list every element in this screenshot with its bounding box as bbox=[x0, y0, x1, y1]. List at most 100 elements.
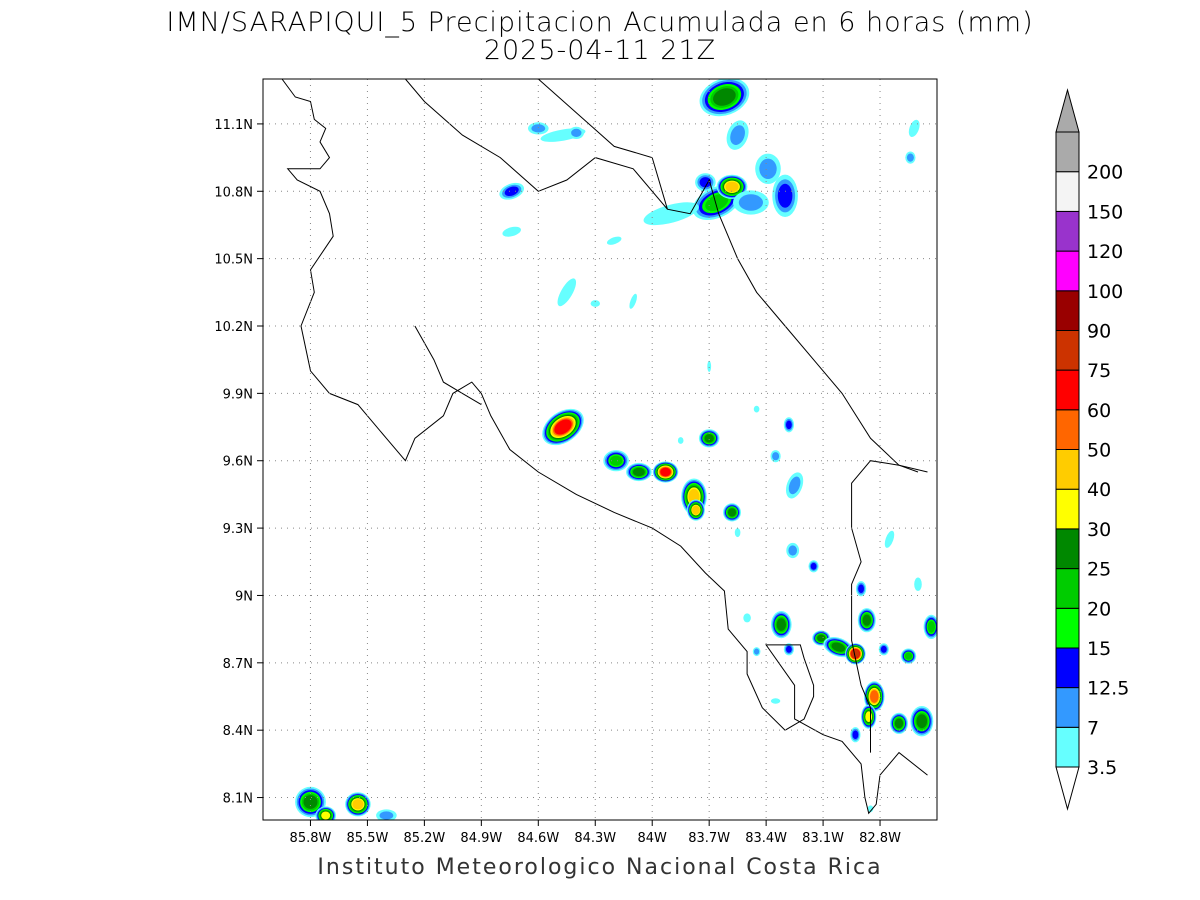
precip-cell bbox=[557, 278, 577, 307]
precip-contour-3.5 bbox=[867, 805, 874, 813]
lat-tick-label: 8.1N bbox=[223, 792, 253, 807]
precip-contour-3.5 bbox=[770, 698, 781, 704]
precip-contour-7 bbox=[788, 545, 797, 556]
precip-cell bbox=[643, 202, 699, 226]
precip-contour-30 bbox=[865, 711, 873, 723]
precip-contour-25 bbox=[727, 508, 737, 517]
legend-swatch-12.5 bbox=[1055, 647, 1080, 689]
legend-label: 50 bbox=[1087, 440, 1111, 462]
legend-label: 15 bbox=[1087, 638, 1111, 660]
precip-cell bbox=[726, 120, 749, 150]
precip-contour-75 bbox=[851, 649, 860, 659]
precip-contour-3.5 bbox=[629, 293, 637, 309]
legend-label: 150 bbox=[1087, 201, 1123, 223]
precip-cell bbox=[499, 182, 525, 200]
grid-layer bbox=[263, 79, 937, 820]
precip-contour-3.5 bbox=[743, 613, 751, 623]
precip-cell bbox=[808, 560, 819, 573]
precip-cell bbox=[772, 174, 798, 217]
precip-cell bbox=[502, 226, 521, 237]
precip-cell bbox=[542, 408, 584, 446]
precip-cell bbox=[823, 637, 854, 658]
precip-cell bbox=[315, 806, 336, 820]
precip-contour-12.5 bbox=[786, 420, 792, 430]
legend-label: 25 bbox=[1087, 559, 1111, 581]
precip-cell bbox=[890, 712, 908, 735]
precip-cell bbox=[723, 503, 741, 522]
lon-tick-label: 85.8W bbox=[290, 831, 332, 846]
precip-contour-20 bbox=[927, 621, 935, 633]
legend-swatch-100 bbox=[1055, 250, 1080, 292]
precip-cell bbox=[699, 79, 750, 117]
lat-axis: 11.1N 10.8N 10.5N 10.2N 9.9N 9.6N 9.3N 9N 8.7N 8.… bbox=[214, 118, 263, 807]
precip-cell bbox=[783, 643, 795, 656]
precip-cell bbox=[606, 236, 622, 245]
lon-tick-label: 84W bbox=[638, 831, 668, 846]
precip-cell bbox=[785, 472, 804, 499]
precip-contour-40 bbox=[725, 181, 739, 192]
coastline bbox=[537, 79, 928, 473]
lon-tick-label: 85.2W bbox=[403, 831, 445, 846]
legend-swatch-7 bbox=[1055, 687, 1080, 728]
precip-contour-7 bbox=[571, 128, 582, 137]
legend-label: 40 bbox=[1087, 479, 1111, 501]
precip-cell bbox=[910, 706, 934, 737]
legend-label: 120 bbox=[1087, 241, 1123, 263]
precip-cell bbox=[707, 360, 712, 372]
precip-cell bbox=[783, 417, 795, 433]
precip-cell bbox=[626, 462, 652, 482]
lat-tick-label: 10.2N bbox=[214, 320, 253, 335]
precip-cell bbox=[850, 727, 861, 743]
precip-contour-12.5 bbox=[858, 584, 864, 593]
precip-contour-3.5 bbox=[643, 202, 699, 226]
legend-label: 30 bbox=[1087, 519, 1111, 541]
precip-contour-12.5 bbox=[699, 177, 712, 188]
precip-contour-3.5 bbox=[914, 577, 922, 591]
precip-contour-25 bbox=[633, 467, 645, 477]
coastline bbox=[405, 79, 668, 210]
lon-tick-label: 85.5W bbox=[347, 831, 389, 846]
precip-contour-12.5 bbox=[777, 183, 793, 208]
precip-contour-40 bbox=[352, 799, 364, 810]
precip-cell bbox=[686, 499, 705, 521]
legend-swatch-20 bbox=[1055, 568, 1080, 609]
precip-contour-25 bbox=[894, 718, 904, 729]
legend-label: 7 bbox=[1087, 717, 1099, 739]
precip-contour-25 bbox=[817, 634, 826, 642]
colorbar-legend: 3.5 7 12.5 15 20 25 30 40 50 60 75 90 100 120 150 200 bbox=[1055, 88, 1129, 811]
precip-cell bbox=[376, 809, 397, 820]
precip-contour-25 bbox=[303, 795, 318, 809]
precip-cell bbox=[900, 648, 917, 664]
lon-tick-label: 84.6W bbox=[517, 831, 559, 846]
lon-axis: 85.8W 85.5W 85.2W 84.9W 84.6W 84.3W 84W 83.7W 83… bbox=[290, 820, 901, 846]
precip-cell bbox=[845, 643, 866, 665]
precip-cell bbox=[734, 528, 741, 538]
precip-contour-7 bbox=[788, 476, 801, 495]
precip-contour-3.5 bbox=[707, 360, 712, 372]
precip-cell bbox=[861, 704, 877, 729]
coastline bbox=[851, 460, 919, 753]
precip-cell bbox=[743, 613, 751, 623]
precip-cell bbox=[856, 581, 867, 597]
legend-swatch-75 bbox=[1055, 329, 1080, 371]
precip-cell bbox=[771, 611, 792, 639]
precip-contour-3.5 bbox=[677, 437, 684, 444]
precip-contour-25 bbox=[862, 614, 871, 626]
precip-contour-7 bbox=[759, 158, 777, 179]
precip-contour-3.5 bbox=[590, 300, 600, 307]
legend-swatch-15 bbox=[1055, 607, 1080, 649]
precip-contour-25 bbox=[831, 642, 846, 652]
precip-contour-40 bbox=[692, 505, 700, 515]
precip-cell bbox=[528, 122, 549, 135]
precip-cell bbox=[753, 405, 760, 413]
lat-tick-label: 9N bbox=[235, 589, 253, 604]
lat-tick-label: 9.3N bbox=[223, 522, 253, 537]
precip-contour-7 bbox=[754, 648, 760, 655]
precip-contour-12.5 bbox=[786, 645, 792, 653]
precip-contour-12.5 bbox=[504, 186, 519, 197]
precip-contour-7 bbox=[738, 194, 764, 211]
precip-contour-25 bbox=[713, 88, 736, 106]
precip-contour-20 bbox=[609, 455, 623, 466]
